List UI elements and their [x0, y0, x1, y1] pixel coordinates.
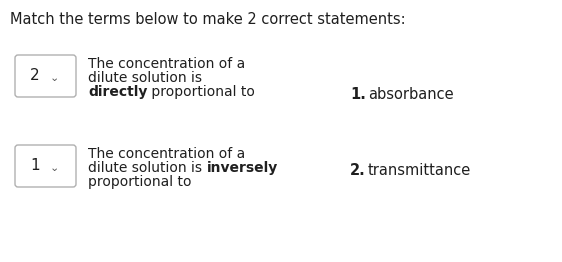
Text: 2.: 2.	[350, 163, 366, 178]
Text: The concentration of a: The concentration of a	[88, 57, 245, 71]
Text: proportional to: proportional to	[147, 85, 255, 99]
Text: dilute solution is: dilute solution is	[88, 71, 202, 85]
Text: absorbance: absorbance	[368, 87, 454, 102]
Text: 1.: 1.	[350, 87, 366, 102]
Text: proportional to: proportional to	[88, 175, 192, 189]
Text: dilute solution is: dilute solution is	[88, 161, 206, 175]
Text: inversely: inversely	[206, 161, 278, 175]
Text: ⌄: ⌄	[49, 73, 58, 83]
FancyBboxPatch shape	[15, 145, 76, 187]
Text: ⌄: ⌄	[49, 163, 58, 173]
Text: directly: directly	[88, 85, 147, 99]
Text: Match the terms below to make 2 correct statements:: Match the terms below to make 2 correct …	[10, 12, 406, 27]
Text: The concentration of a: The concentration of a	[88, 147, 245, 161]
Text: 2: 2	[30, 68, 40, 84]
FancyBboxPatch shape	[15, 55, 76, 97]
Text: transmittance: transmittance	[368, 163, 472, 178]
Text: 1: 1	[30, 159, 40, 173]
